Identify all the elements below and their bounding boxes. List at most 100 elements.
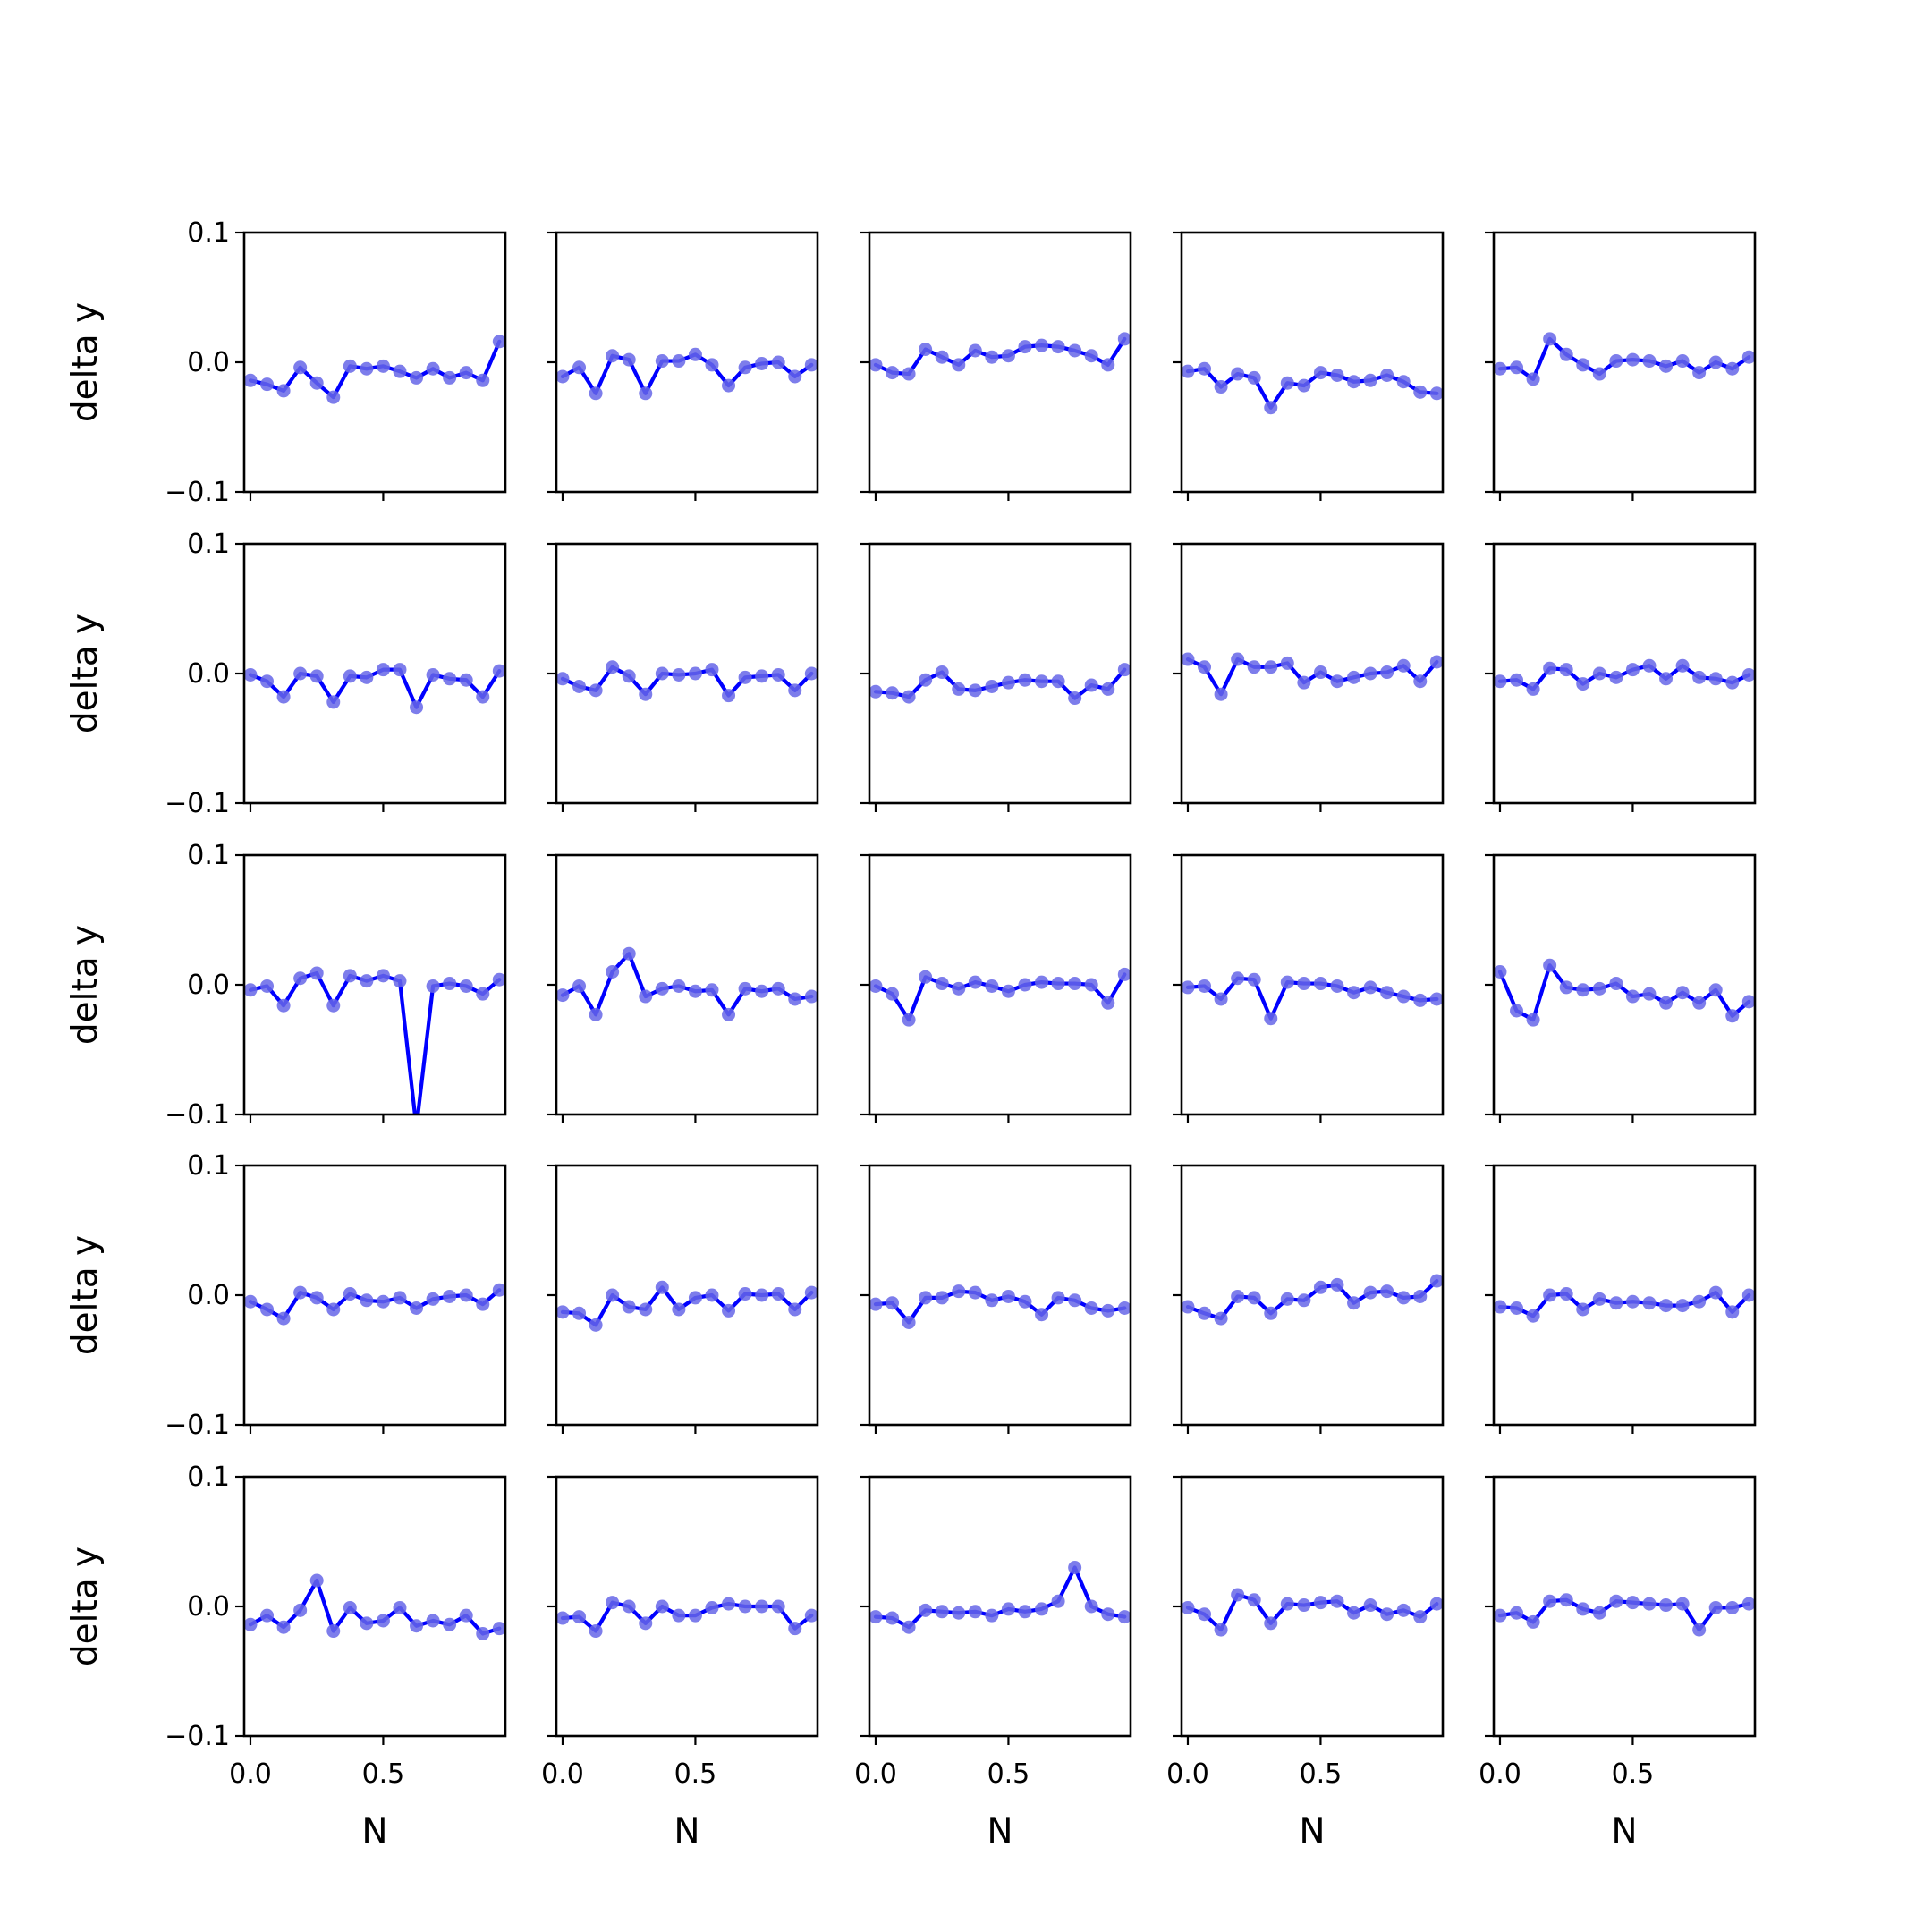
data-point bbox=[1035, 338, 1049, 352]
data-point bbox=[1625, 663, 1640, 677]
subplot-r2-c3 bbox=[1173, 853, 1445, 1123]
data-point bbox=[1708, 355, 1723, 369]
data-point bbox=[293, 666, 308, 681]
data-point bbox=[1018, 673, 1032, 687]
data-point bbox=[1280, 1292, 1294, 1306]
data-point bbox=[276, 1620, 291, 1634]
data-point bbox=[622, 946, 636, 961]
data-point bbox=[1101, 1607, 1115, 1622]
subplot-r1-c2 bbox=[860, 542, 1132, 812]
data-point bbox=[1413, 385, 1428, 399]
x-axis-label: N bbox=[1611, 1811, 1637, 1852]
data-point bbox=[376, 1294, 390, 1309]
data-point bbox=[1084, 678, 1098, 692]
data-point bbox=[443, 977, 457, 991]
subplot-r1-c0: −0.1 0.0 0.1 delta y bbox=[65, 529, 507, 819]
data-point bbox=[1117, 663, 1131, 677]
data-point bbox=[788, 992, 802, 1006]
data-point bbox=[343, 969, 357, 983]
data-point bbox=[1313, 1596, 1327, 1610]
data-point bbox=[919, 1603, 933, 1617]
data-point bbox=[1001, 675, 1015, 690]
data-point bbox=[393, 974, 407, 988]
data-point bbox=[393, 1291, 407, 1305]
data-point bbox=[985, 1293, 999, 1308]
y-axis-label: delta y bbox=[65, 1235, 106, 1355]
data-point bbox=[426, 979, 440, 993]
data-point bbox=[1068, 343, 1082, 358]
data-point bbox=[1592, 666, 1606, 681]
data-point bbox=[755, 356, 769, 370]
data-point bbox=[985, 350, 999, 364]
data-point bbox=[1609, 1594, 1623, 1608]
data-point bbox=[1001, 1602, 1015, 1616]
data-point bbox=[655, 1599, 669, 1614]
subplot-r4-c1: 0.0 0.5 N bbox=[541, 1475, 819, 1852]
data-point bbox=[1413, 993, 1428, 1007]
data-point bbox=[1725, 675, 1740, 690]
y-tick-label: −0.1 bbox=[165, 788, 230, 819]
data-point bbox=[788, 369, 802, 384]
data-point bbox=[326, 1624, 341, 1639]
subplot-r3-c1 bbox=[547, 1164, 819, 1434]
data-point bbox=[688, 1608, 702, 1623]
data-point bbox=[738, 1599, 752, 1614]
data-point bbox=[1051, 1291, 1065, 1305]
data-point bbox=[1330, 979, 1344, 993]
x-tick-label: 0.0 bbox=[854, 1758, 897, 1790]
data-point bbox=[902, 1620, 916, 1634]
data-point bbox=[1708, 983, 1723, 997]
data-point bbox=[1543, 661, 1557, 675]
data-point bbox=[1035, 674, 1049, 689]
data-point bbox=[1051, 674, 1065, 689]
data-point bbox=[426, 1614, 440, 1628]
data-point bbox=[476, 987, 490, 1001]
data-point bbox=[1413, 1610, 1428, 1624]
subplot-r2-c1 bbox=[547, 853, 819, 1123]
data-point bbox=[1330, 369, 1344, 382]
subplot-r1-c3 bbox=[1173, 542, 1445, 812]
data-point bbox=[1068, 1293, 1082, 1308]
data-point bbox=[935, 1291, 949, 1305]
series-line bbox=[1497, 1597, 1751, 1632]
x-tick-label: 0.0 bbox=[541, 1758, 584, 1790]
y-tick-label: 0.0 bbox=[187, 658, 230, 690]
data-point bbox=[309, 376, 324, 390]
data-point bbox=[492, 1283, 505, 1297]
data-point bbox=[443, 370, 457, 385]
data-point bbox=[639, 1616, 653, 1631]
data-point bbox=[1198, 979, 1212, 993]
data-point bbox=[1380, 1284, 1394, 1299]
data-point bbox=[459, 366, 473, 380]
data-point bbox=[1280, 1597, 1294, 1611]
data-point bbox=[1264, 1012, 1278, 1026]
data-point bbox=[688, 1291, 702, 1305]
x-axis-label: N bbox=[674, 1811, 699, 1852]
data-point bbox=[260, 377, 275, 392]
series-line bbox=[248, 339, 502, 400]
data-point bbox=[886, 366, 900, 380]
data-point bbox=[869, 1610, 883, 1624]
data-point bbox=[672, 354, 686, 369]
data-point bbox=[771, 355, 785, 369]
x-tick-label: 0.0 bbox=[1166, 1758, 1209, 1790]
data-point bbox=[952, 682, 966, 696]
data-point bbox=[1198, 1607, 1212, 1622]
data-point bbox=[755, 669, 769, 683]
data-point bbox=[788, 683, 802, 698]
data-point bbox=[672, 1302, 686, 1317]
data-point bbox=[1692, 1623, 1707, 1637]
series-line bbox=[248, 970, 502, 1114]
data-point bbox=[1708, 1600, 1723, 1614]
data-point bbox=[1429, 1274, 1443, 1288]
data-point bbox=[722, 378, 736, 393]
subplot-r4-c0: −0.1 0.0 0.1 0.0 0.5 delta y N bbox=[65, 1462, 507, 1852]
data-point bbox=[1035, 975, 1049, 989]
data-point bbox=[622, 1599, 636, 1614]
x-tick-label: 0.5 bbox=[362, 1758, 405, 1790]
data-point bbox=[738, 1287, 752, 1301]
data-point bbox=[1429, 655, 1443, 669]
data-point bbox=[1330, 1277, 1344, 1292]
data-point bbox=[705, 983, 719, 997]
data-point bbox=[919, 970, 933, 984]
